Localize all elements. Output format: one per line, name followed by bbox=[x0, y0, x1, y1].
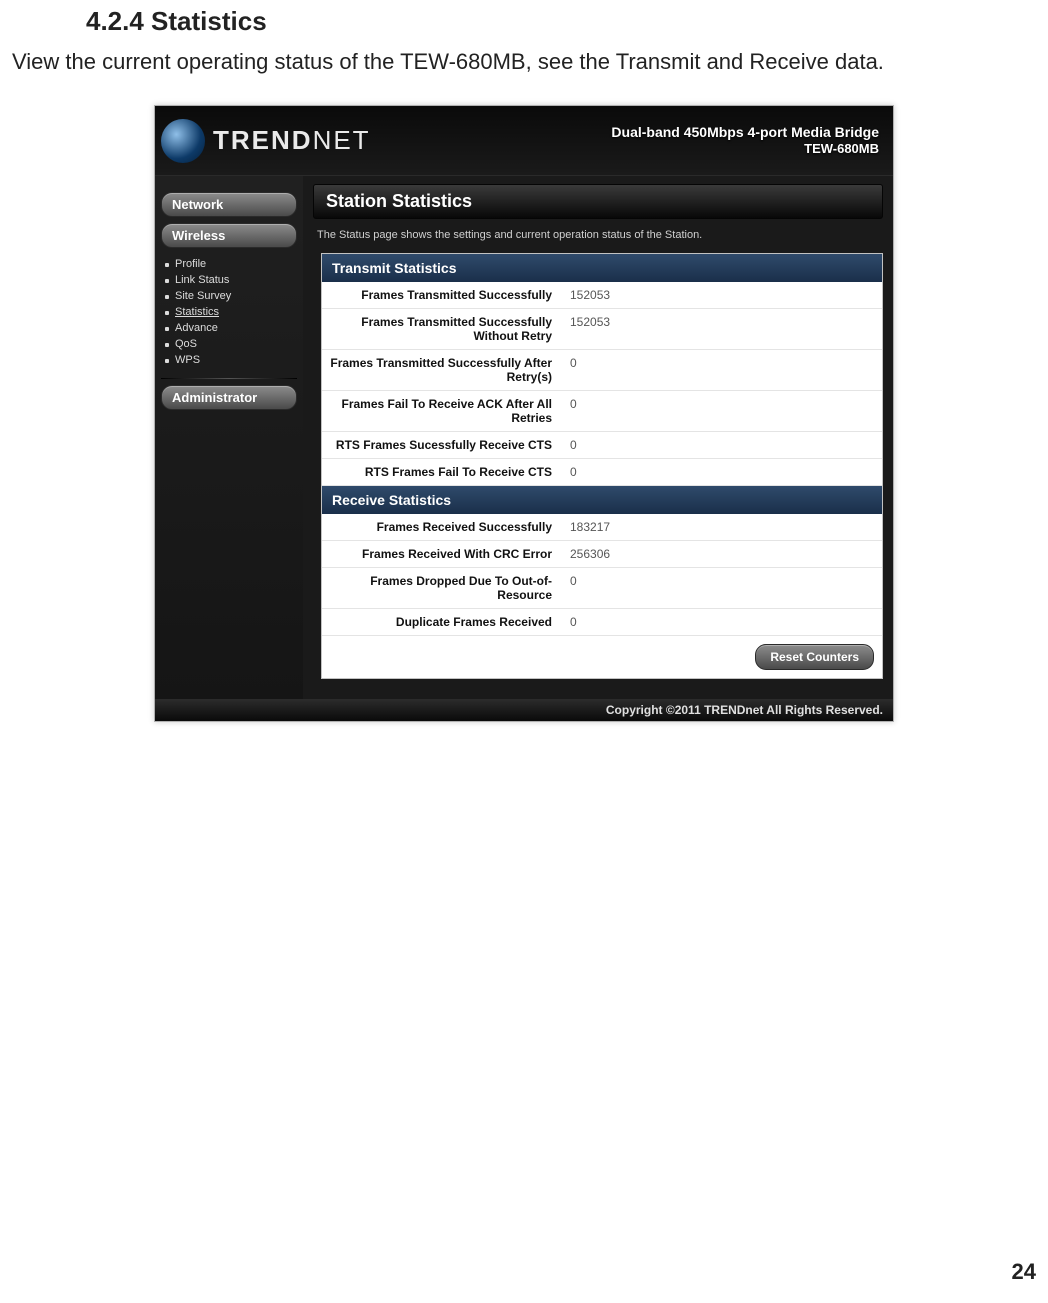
stat-label: Frames Transmitted Successfully bbox=[322, 282, 562, 308]
globe-icon bbox=[161, 119, 205, 163]
stat-label: RTS Frames Fail To Receive CTS bbox=[322, 459, 562, 485]
stat-value: 256306 bbox=[562, 541, 882, 567]
sidebar-item-wps[interactable]: WPS bbox=[165, 352, 297, 368]
table-row: RTS Frames Sucessfully Receive CTS 0 bbox=[322, 432, 882, 459]
stat-value: 152053 bbox=[562, 282, 882, 308]
stat-value: 183217 bbox=[562, 514, 882, 540]
stat-value: 0 bbox=[562, 391, 882, 431]
stat-value: 152053 bbox=[562, 309, 882, 349]
receive-header: Receive Statistics bbox=[322, 486, 882, 514]
stat-value: 0 bbox=[562, 350, 882, 390]
footer-copyright: Copyright ©2011 TRENDnet All Rights Rese… bbox=[155, 699, 893, 721]
brand-logo: TRENDNET bbox=[155, 119, 371, 163]
stat-label: Frames Received Successfully bbox=[322, 514, 562, 540]
nav-wireless[interactable]: Wireless bbox=[161, 223, 297, 248]
stat-label: Frames Fail To Receive ACK After All Ret… bbox=[322, 391, 562, 431]
table-row: Frames Fail To Receive ACK After All Ret… bbox=[322, 391, 882, 432]
table-row: Frames Transmitted Successfully 152053 bbox=[322, 282, 882, 309]
sidebar-item-statistics[interactable]: Statistics bbox=[165, 304, 297, 320]
stat-label: Frames Transmitted Successfully After Re… bbox=[322, 350, 562, 390]
stat-value: 0 bbox=[562, 459, 882, 485]
sidebar-item-advance[interactable]: Advance bbox=[165, 320, 297, 336]
sidebar-item-profile[interactable]: Profile bbox=[165, 256, 297, 272]
doc-heading: 4.2.4 Statistics bbox=[86, 6, 1038, 37]
stat-label: Frames Transmitted Successfully Without … bbox=[322, 309, 562, 349]
nav-administrator[interactable]: Administrator bbox=[161, 385, 297, 410]
stat-label: Frames Dropped Due To Out-of-Resource bbox=[322, 568, 562, 608]
sidebar-item-qos[interactable]: QoS bbox=[165, 336, 297, 352]
stat-value: 0 bbox=[562, 609, 882, 635]
reset-counters-button[interactable]: Reset Counters bbox=[755, 644, 874, 670]
main-content: Station Statistics The Status page shows… bbox=[303, 176, 893, 699]
stat-label: RTS Frames Sucessfully Receive CTS bbox=[322, 432, 562, 458]
brand-text-right: NET bbox=[313, 125, 371, 155]
doc-body-text: View the current operating status of the… bbox=[12, 49, 1038, 75]
product-tagline: Dual-band 450Mbps 4-port Media Bridge bbox=[611, 123, 879, 141]
sidebar-item-link-status[interactable]: Link Status bbox=[165, 272, 297, 288]
page-number: 24 bbox=[1012, 1259, 1036, 1285]
topbar: TRENDNET Dual-band 450Mbps 4-port Media … bbox=[155, 106, 893, 176]
nav-network[interactable]: Network bbox=[161, 192, 297, 217]
product-model: TEW-680MB bbox=[611, 141, 879, 158]
stat-label: Frames Received With CRC Error bbox=[322, 541, 562, 567]
table-row: Frames Transmitted Successfully After Re… bbox=[322, 350, 882, 391]
product-label: Dual-band 450Mbps 4-port Media Bridge TE… bbox=[611, 123, 879, 158]
sidebar-divider bbox=[161, 378, 297, 379]
transmit-header: Transmit Statistics bbox=[322, 254, 882, 282]
page-subtitle: The Status page shows the settings and c… bbox=[313, 219, 883, 253]
stat-label: Duplicate Frames Received bbox=[322, 609, 562, 635]
stat-value: 0 bbox=[562, 568, 882, 608]
stats-panel: Transmit Statistics Frames Transmitted S… bbox=[321, 253, 883, 679]
brand-text-left: TREND bbox=[213, 125, 313, 155]
table-row: Duplicate Frames Received 0 bbox=[322, 609, 882, 636]
table-row: Frames Received With CRC Error 256306 bbox=[322, 541, 882, 568]
button-row: Reset Counters bbox=[322, 636, 882, 678]
table-row: Frames Dropped Due To Out-of-Resource 0 bbox=[322, 568, 882, 609]
sidebar-item-site-survey[interactable]: Site Survey bbox=[165, 288, 297, 304]
router-ui-screenshot: TRENDNET Dual-band 450Mbps 4-port Media … bbox=[154, 105, 894, 722]
table-row: Frames Received Successfully 183217 bbox=[322, 514, 882, 541]
table-row: Frames Transmitted Successfully Without … bbox=[322, 309, 882, 350]
page-title: Station Statistics bbox=[313, 184, 883, 219]
sidebar: Network Wireless Profile Link Status Sit… bbox=[155, 176, 303, 699]
stat-value: 0 bbox=[562, 432, 882, 458]
table-row: RTS Frames Fail To Receive CTS 0 bbox=[322, 459, 882, 486]
